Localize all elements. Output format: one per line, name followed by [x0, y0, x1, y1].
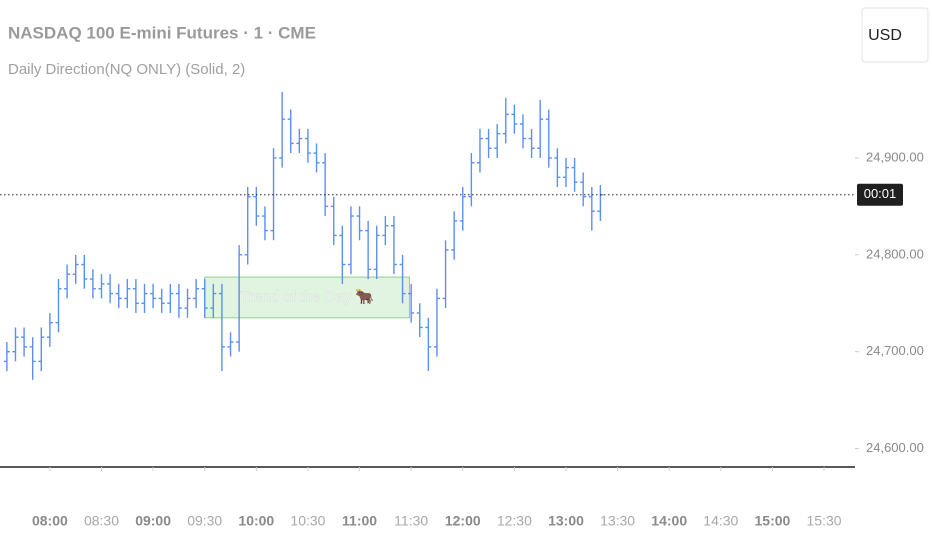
ohlc-bar — [494, 124, 501, 158]
ohlc-bar — [416, 303, 423, 338]
ohlc-bar — [399, 254, 406, 304]
x-tick-label: 10:00 — [238, 513, 274, 529]
x-tick-label: 12:30 — [497, 513, 532, 529]
ohlc-bar — [287, 109, 294, 154]
ohlc-bar — [107, 274, 114, 304]
ohlc-bar — [485, 128, 492, 158]
ohlc-bar — [390, 216, 397, 275]
x-tick-label: 13:00 — [548, 513, 584, 529]
ohlc-bar — [132, 279, 139, 313]
y-tick-label: 24,900.00 — [866, 149, 924, 164]
ohlc-bar — [459, 186, 466, 231]
y-tick-label: 24,600.00 — [866, 440, 924, 455]
ohlc-bar — [519, 114, 526, 149]
ohlc-bar — [313, 143, 320, 173]
annotation-text: Trend of the Day 🐂 — [240, 288, 374, 305]
x-tick-label: 15:00 — [755, 513, 791, 529]
ohlc-bar — [339, 225, 346, 284]
ohlc-bar — [304, 128, 311, 163]
ohlc-bar — [322, 153, 329, 217]
ohlc-bar — [150, 283, 157, 309]
ohlc-bar — [227, 332, 234, 357]
ohlc-bar — [468, 153, 475, 207]
x-tick-label: 15:30 — [807, 513, 842, 529]
ohlc-bar — [562, 157, 569, 187]
x-tick-label: 11:00 — [342, 513, 377, 529]
ohlc-bar — [296, 128, 303, 154]
ohlc-bar — [124, 279, 131, 309]
ohlc-bar — [21, 327, 28, 357]
ohlc-bar — [511, 104, 518, 134]
ohlc-bar — [218, 283, 225, 372]
ohlc-bar — [425, 317, 432, 372]
currency-button[interactable] — [861, 7, 929, 63]
ohlc-bar — [537, 99, 544, 158]
ohlc-bar — [408, 283, 415, 323]
ohlc-bar — [201, 279, 208, 318]
x-tick-label: 10:30 — [290, 513, 325, 529]
ohlc-bar — [158, 288, 165, 313]
ohlc-bar — [12, 327, 19, 362]
ohlc-bar — [72, 254, 79, 284]
chart-title: NASDAQ 100 E-mini Futures · 1 · CME — [8, 23, 316, 42]
ohlc-bar — [433, 288, 440, 357]
ohlc-bar — [29, 337, 36, 380]
ohlc-bar — [98, 274, 105, 299]
ohlc-bar — [365, 220, 372, 280]
ohlc-bar — [554, 148, 561, 187]
y-tick-label: 24,700.00 — [866, 343, 924, 358]
plot-area: Trend of the Day 🐂 — [3, 92, 604, 380]
ohlc-bar — [588, 186, 595, 231]
ohlc-bar — [184, 288, 191, 318]
ohlc-bar — [175, 283, 182, 318]
ohlc-bar — [193, 279, 200, 309]
currency-label[interactable]: USD — [868, 27, 902, 44]
ohlc-bar — [46, 312, 53, 347]
ohlc-bar — [81, 254, 88, 289]
x-tick-label: 11:30 — [394, 513, 428, 529]
ohlc-bar — [270, 148, 277, 241]
x-tick-label: 09:00 — [135, 513, 171, 529]
ohlc-bar — [502, 97, 509, 144]
ohlc-bar — [261, 206, 268, 241]
ohlc-bar — [3, 342, 10, 372]
ohlc-bar — [571, 157, 578, 192]
x-tick-label: 14:00 — [651, 513, 687, 529]
ohlc-bar — [38, 327, 45, 372]
ohlc-bar — [244, 186, 251, 265]
ohlc-bar — [115, 283, 122, 309]
ohlc-bar — [141, 283, 148, 313]
countdown-label: 00:01 — [864, 186, 897, 201]
x-tick-label: 08:00 — [32, 513, 68, 529]
ohlc-bar — [382, 216, 389, 246]
x-tick-label: 08:30 — [84, 513, 119, 529]
y-tick-label: 24,800.00 — [866, 246, 924, 261]
x-tick-label: 13:30 — [600, 513, 635, 529]
ohlc-bar — [64, 264, 71, 299]
ohlc-bar — [55, 279, 62, 333]
x-tick-label: 09:30 — [187, 513, 222, 529]
ohlc-bar — [330, 196, 337, 246]
chart-subtitle: Daily Direction(NQ ONLY) (Solid, 2) — [8, 61, 245, 78]
ohlc-bar — [279, 92, 286, 168]
ohlc-bar — [373, 225, 380, 280]
ohlc-bar — [253, 186, 260, 226]
ohlc-bar — [528, 128, 535, 158]
x-tick-label: 14:30 — [703, 513, 738, 529]
ohlc-bar — [356, 206, 363, 241]
ohlc-bar — [451, 211, 458, 260]
ohlc-bar — [89, 269, 96, 299]
ohlc-bar — [167, 283, 174, 313]
ohlc-bar — [545, 109, 552, 168]
ohlc-bar — [347, 206, 354, 275]
ohlc-bar — [476, 128, 483, 173]
countdown-box — [857, 183, 903, 206]
ohlc-bar — [236, 245, 243, 352]
ohlc-bar — [580, 172, 587, 207]
ohlc-bar — [442, 240, 449, 309]
ohlc-bar — [210, 283, 217, 318]
x-tick-label: 12:00 — [445, 513, 481, 529]
